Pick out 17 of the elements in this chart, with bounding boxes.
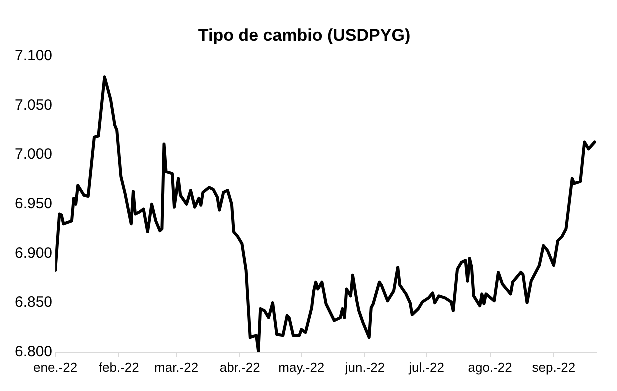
x-tick-label: ene.-22 xyxy=(33,360,78,375)
chart-title: Tipo de cambio (USDPYG) xyxy=(198,26,411,45)
x-tick-label: mar.-22 xyxy=(154,360,199,375)
y-tick-label: 7.100 xyxy=(14,48,53,65)
y-tick-label: 7.050 xyxy=(14,96,53,114)
y-tick-label: 6.950 xyxy=(14,196,53,213)
x-tick-label: sep.-22 xyxy=(532,360,576,375)
x-tick-label: ago.-22 xyxy=(468,360,512,375)
x-tick-label: jun.-22 xyxy=(344,360,386,375)
x-tick-label: may.-22 xyxy=(278,360,325,375)
x-tick-label: feb.-22 xyxy=(98,360,140,375)
x-tick-label: abr.-22 xyxy=(220,360,260,375)
y-tick-label: 6.800 xyxy=(14,344,53,361)
y-tick-label: 6.900 xyxy=(14,244,53,262)
x-tick-label: jul.-22 xyxy=(408,360,444,375)
y-tick-label: 6.850 xyxy=(14,294,53,312)
y-tick-label: 7.000 xyxy=(14,146,53,164)
